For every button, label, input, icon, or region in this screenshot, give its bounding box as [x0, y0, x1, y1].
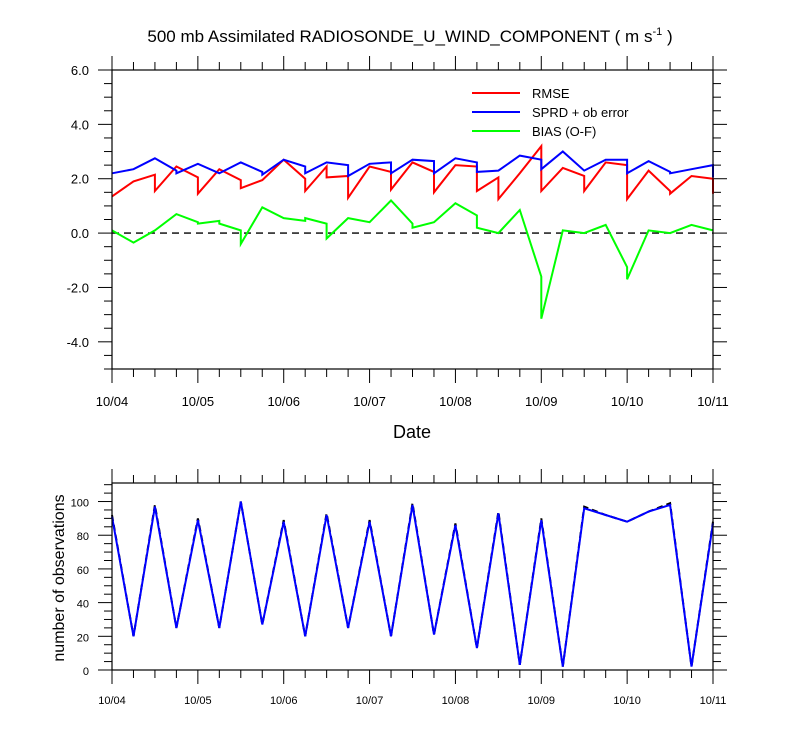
x-tick-label: 10/05 [184, 695, 212, 707]
top-y-tick-labels: -4.0 -2.0 0.0 2.0 4.0 6.0 [67, 63, 89, 350]
y-tick-label: 2.0 [71, 172, 89, 187]
x-tick-label: 10/07 [356, 695, 384, 707]
x-tick-label: 10/09 [525, 394, 558, 409]
top-x-tick-labels: 10/04 10/05 10/06 10/07 10/08 10/09 10/10 10/11 [96, 394, 729, 409]
x-tick-label: 10/08 [442, 695, 470, 707]
x-tick-label: 10/09 [528, 695, 556, 707]
legend: RMSE SPRD + ob error BIAS (O-F) [472, 86, 629, 139]
top-axis-ticks [98, 56, 727, 383]
bottom-series [111, 501, 714, 667]
x-tick-label: 10/10 [613, 695, 641, 707]
top-plot-frame [111, 69, 714, 370]
x-tick-label: 10/08 [439, 394, 472, 409]
x-tick-label: 10/06 [267, 394, 300, 409]
y-tick-label: -4.0 [67, 335, 89, 350]
bottom-y-tick-labels: 0 20 40 60 80 100 [71, 498, 89, 678]
x-tick-label: 10/06 [270, 695, 298, 707]
y-tick-label: 0.0 [71, 226, 89, 241]
y-tick-label: 6.0 [71, 63, 89, 78]
x-tick-label: 10/05 [182, 394, 215, 409]
y-tick-label: 80 [77, 531, 89, 543]
y-tick-label: 4.0 [71, 117, 89, 132]
x-tick-label: 10/11 [697, 394, 729, 409]
bottom-x-tick-labels: 10/04 10/05 10/06 10/07 10/08 10/09 10/10 10/11 [98, 695, 726, 707]
x-tick-label: 10/10 [611, 394, 644, 409]
x-tick-label: 10/04 [98, 695, 126, 707]
bottom-plot-frame [111, 482, 714, 671]
x-axis-title: Date [393, 422, 431, 442]
y-tick-label: 100 [71, 498, 89, 510]
legend-label: SPRD + ob error [532, 105, 629, 120]
y-tick-label: 20 [77, 632, 89, 644]
obs-used-line [111, 501, 714, 667]
y-tick-label: 0 [83, 666, 89, 678]
chart-title: 500 mb Assimilated RADIOSONDE_U_WIND_COM… [147, 26, 672, 46]
x-tick-label: 10/04 [96, 394, 129, 409]
legend-label: RMSE [532, 86, 570, 101]
x-tick-label: 10/07 [353, 394, 386, 409]
y-tick-label: 40 [77, 599, 89, 611]
bottom-axis-ticks [98, 469, 727, 684]
top-series [111, 143, 714, 319]
sprd-ob-error-line [111, 150, 714, 178]
top-panel: -4.0-2.00.02.04.06.0 10/04 10/05 10/06 10/0… [67, 56, 729, 442]
rmse-line [111, 143, 714, 203]
y-tick-label: 60 [77, 565, 89, 577]
obs-possible-line [111, 501, 714, 667]
y-axis-title: number of observations [51, 494, 68, 661]
y-tick-label: -2.0 [67, 280, 89, 295]
x-tick-label: 10/11 [700, 695, 727, 707]
legend-label: BIAS (O-F) [532, 124, 596, 139]
bias-o-f-line [111, 199, 714, 319]
